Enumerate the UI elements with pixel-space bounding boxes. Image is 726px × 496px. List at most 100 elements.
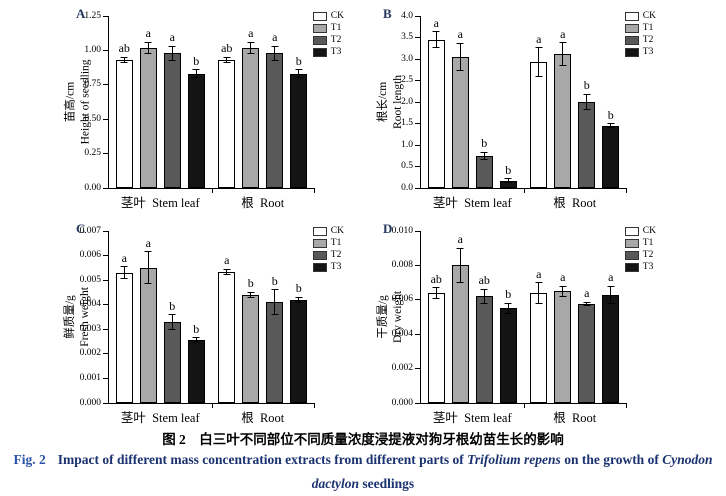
significance-letter: a xyxy=(608,270,614,285)
y-axis-tick xyxy=(415,368,421,370)
bar-t2 xyxy=(578,102,596,188)
y-axis-tick xyxy=(103,377,109,379)
y-axis-tick xyxy=(415,123,421,124)
error-bar-cap-top xyxy=(535,282,543,284)
x-axis-tick xyxy=(211,188,213,193)
bar-unit: a xyxy=(578,231,596,403)
error-bar xyxy=(610,286,612,304)
category-label: 茎叶 Stem leaf xyxy=(120,196,200,210)
y-axis-tick-label: 0.50 xyxy=(84,113,101,124)
y-axis-tick xyxy=(415,230,421,232)
error-bar-cap-top xyxy=(144,251,152,253)
error-bar-cap-bottom xyxy=(456,70,464,72)
error-bar xyxy=(459,43,461,71)
error-bar-cap-bottom xyxy=(480,302,488,304)
significance-letter: b xyxy=(295,53,302,68)
error-bar-cap-top xyxy=(192,337,200,339)
significance-letter: b xyxy=(271,273,278,288)
legend-swatch-t1 xyxy=(624,24,639,34)
plot-area: 0.00 0.25 0.50 0.75 1.00 1.25 ab a a b 茎叶 Stem lea… xyxy=(84,11,344,210)
bar-unit: b xyxy=(499,16,517,188)
y-axis-tick xyxy=(415,166,421,167)
panel-d: D 干质量/g Dry weight 0.000 0.002 0.004 0.006 0.00… xyxy=(363,215,726,430)
bar-t3 xyxy=(602,125,620,188)
bar-group: ab a ab b 茎叶 Stem leaf xyxy=(427,231,517,425)
y-axis-tick xyxy=(103,153,109,155)
y-axis-tick-label: 0.000 xyxy=(79,397,101,408)
y-axis-tick xyxy=(415,15,421,17)
legend-item: T1 xyxy=(624,238,656,249)
y-axis-tick-label: 0.25 xyxy=(84,147,101,158)
error-bar-cap-top xyxy=(535,47,543,49)
error-bar xyxy=(123,57,125,63)
bar-unit: b xyxy=(475,16,493,188)
bar-t1 xyxy=(554,53,572,188)
error-bar xyxy=(147,42,149,54)
error-bar xyxy=(171,46,173,61)
plot-area: 0.000 0.001 0.002 0.003 0.004 0.005 0.006 0.007… xyxy=(80,226,344,425)
legend-label: T2 xyxy=(330,35,342,45)
significance-letter: a xyxy=(536,266,542,281)
error-bar xyxy=(195,69,197,78)
significance-letter: b xyxy=(505,287,512,302)
error-bar xyxy=(507,178,509,183)
error-bar xyxy=(226,269,228,274)
error-bar-cap-top xyxy=(144,41,152,43)
y-axis-label-cn: 干质量/g xyxy=(377,295,390,339)
legend-swatch-ck xyxy=(312,227,327,237)
error-bar xyxy=(483,152,485,160)
significance-letter: b xyxy=(193,321,200,336)
bar-t3 xyxy=(187,340,205,403)
error-bar-cap-bottom xyxy=(559,295,567,297)
error-bar-cap-bottom xyxy=(144,283,152,285)
error-bar-cap-bottom xyxy=(504,313,512,315)
caption-segment: seedlings xyxy=(359,476,415,491)
error-bar xyxy=(538,282,540,304)
error-bar-cap-bottom xyxy=(607,126,615,128)
category-label: 根 Root xyxy=(553,411,597,425)
bar-unit: a xyxy=(139,231,157,403)
bar-t1 xyxy=(554,291,572,403)
bar-unit: b xyxy=(602,16,620,188)
legend: CK T1 T2 T3 xyxy=(312,11,344,58)
legend-label: CK xyxy=(330,226,344,236)
y-axis-label-text: 鲜质量/g Fresh weight xyxy=(63,287,93,347)
y-axis-tick xyxy=(103,49,109,51)
error-bar xyxy=(298,297,300,303)
legend-swatch-t2 xyxy=(312,36,327,46)
x-axis-tick xyxy=(523,188,525,193)
error-bar xyxy=(171,314,173,330)
bar-t2 xyxy=(475,296,493,403)
error-bar-cap-top xyxy=(480,151,488,153)
bar-group: a a b b 茎叶 Stem leaf xyxy=(115,231,205,425)
legend-label: T3 xyxy=(330,47,342,57)
bar-unit: a xyxy=(554,231,572,403)
bar-groups: ab a ab b 茎叶 Stem leaf a a a a 根 Root xyxy=(421,231,626,425)
legend-item: T2 xyxy=(312,35,344,46)
y-axis-tick xyxy=(103,230,109,232)
error-bar-cap-bottom xyxy=(271,59,279,61)
y-axis-tick xyxy=(415,264,421,266)
error-bar-cap-bottom xyxy=(295,77,303,79)
bar-unit: a xyxy=(602,231,620,403)
error-bar-cap-bottom xyxy=(559,64,567,66)
legend-swatch-t3 xyxy=(624,48,639,58)
error-bar-cap-bottom xyxy=(168,59,176,61)
legend-swatch-t1 xyxy=(312,24,327,34)
legend-label: T3 xyxy=(642,262,654,272)
bar-unit: b xyxy=(187,16,205,188)
significance-letter: b xyxy=(607,107,614,122)
bar-unit: a xyxy=(451,231,469,403)
caption-en-line2: dactylon seedlings xyxy=(0,476,726,492)
caption-segment: Cynodon xyxy=(662,452,713,467)
y-axis-tick xyxy=(415,80,421,81)
legend-label: T2 xyxy=(642,250,654,260)
bar-group: a a a a 根 Root xyxy=(530,231,620,425)
error-bar-cap-top xyxy=(295,69,303,71)
bar-groups: ab a a b 茎叶 Stem leaf ab a a b 根 Root xyxy=(109,16,314,210)
error-bar-cap-bottom xyxy=(223,273,231,275)
legend-swatch-t2 xyxy=(624,36,639,46)
error-bar xyxy=(483,289,485,304)
bar-unit: b xyxy=(266,231,284,403)
